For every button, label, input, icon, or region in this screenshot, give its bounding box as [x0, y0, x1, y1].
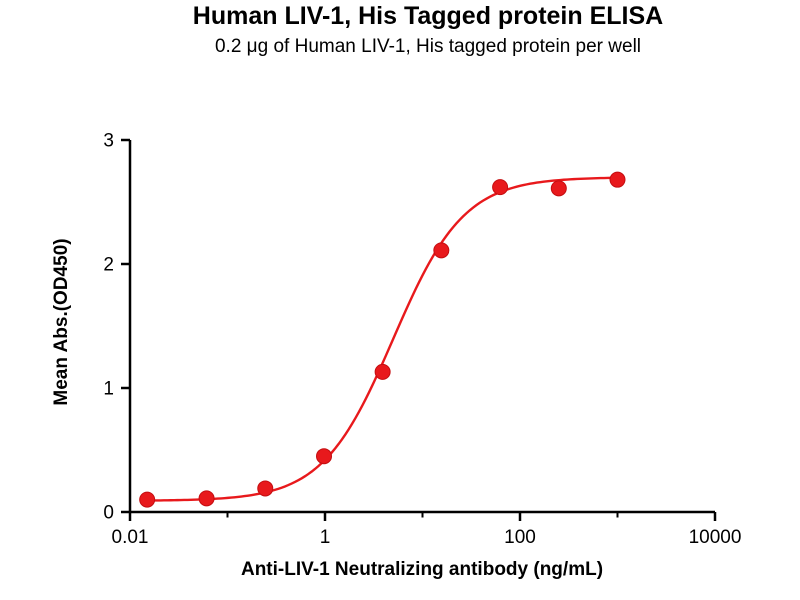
fit-curve	[147, 176, 618, 502]
data-point	[550, 180, 567, 197]
x-axis-label: Anti-LIV-1 Neutralizing antibody (ng/mL)	[240, 559, 604, 580]
y-tick-label: 1	[103, 379, 114, 400]
x-tick-label: 0.01	[112, 527, 149, 548]
data-point	[492, 179, 509, 196]
data-point	[198, 490, 215, 507]
x-tick-label: 100	[504, 527, 536, 548]
y-tick-label: 2	[103, 255, 114, 276]
x-tick-label: 10000	[689, 527, 742, 548]
data-point	[374, 363, 391, 380]
x-tick-label: 1	[320, 527, 331, 548]
y-tick-label: 3	[103, 131, 114, 152]
y-tick-label: 0	[103, 503, 114, 524]
chart-subtitle: 0.2 μg of Human LIV-1, His tagged protei…	[214, 36, 642, 57]
data-point	[316, 448, 333, 465]
data-point	[257, 480, 274, 497]
data-point	[139, 491, 156, 508]
data-point	[433, 242, 450, 259]
chart-title: Human LIV-1, His Tagged protein ELISA	[192, 2, 664, 30]
data-point	[609, 171, 626, 188]
